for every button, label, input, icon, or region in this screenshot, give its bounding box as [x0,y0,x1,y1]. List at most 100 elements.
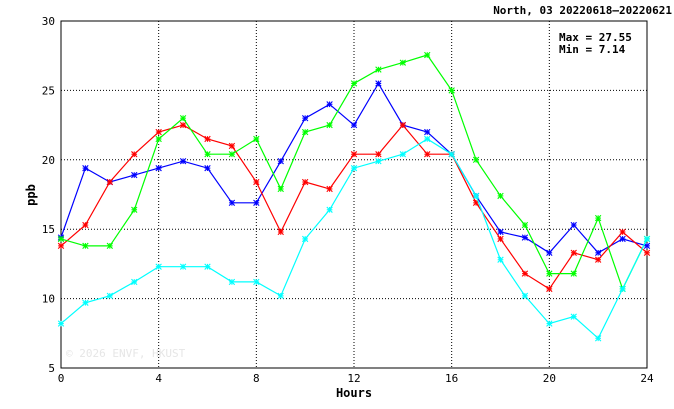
data-point [179,157,187,165]
data-point [253,278,260,286]
data-point [594,214,602,222]
data-point [253,178,260,186]
data-point [57,320,65,327]
y-tick-labels: 5 10 15 20 25 30 [42,15,55,375]
data-point [472,156,480,163]
data-point [594,256,602,263]
data-point [350,164,358,172]
data-point [521,234,529,241]
data-point [228,142,236,150]
data-point [179,121,187,129]
data-point [82,164,89,172]
data-point [424,135,431,143]
series-3 [57,51,651,293]
data-point [301,235,309,243]
data-point [448,151,455,158]
data-point [619,228,626,236]
series-4 [57,135,651,342]
data-point [375,80,382,87]
data-point [155,263,162,270]
data-point [131,171,138,179]
data-point [448,87,455,94]
data-point [228,199,236,207]
data-point [131,278,138,286]
data-point [643,249,651,256]
data-point [375,157,382,165]
data-point [106,178,114,186]
max-label: Max = 27.55 [559,31,632,44]
data-point [106,292,114,300]
data-point [521,270,529,277]
data-point [301,178,309,186]
data-point [326,185,333,193]
data-point [350,151,358,158]
data-point [131,206,138,213]
data-point [399,121,407,129]
data-point [521,292,529,300]
data-point [546,249,553,256]
y-tick-label: 25 [42,84,55,97]
data-point [472,192,480,200]
data-point [570,221,577,229]
data-point [228,151,236,158]
data-point [424,51,431,59]
data-point [204,151,211,158]
data-point [570,249,577,256]
series-2 [57,121,651,293]
data-point [277,228,284,236]
x-tick-label: 20 [543,372,556,385]
watermark: © 2026 ENVF, HKUST [66,347,186,360]
data-point [375,151,382,158]
data-point [497,235,504,243]
data-point [570,313,577,320]
data-point [228,278,236,286]
data-point [643,235,651,243]
data-point [82,221,89,229]
data-point [497,256,504,263]
data-point [277,292,284,300]
data-point [350,121,358,129]
x-tick-label: 12 [347,372,360,385]
data-point [497,228,504,236]
data-point [301,128,309,136]
data-point [326,121,333,129]
data-point [619,285,626,293]
data-point [204,263,211,270]
data-point [472,199,480,207]
data-point [424,151,431,158]
data-point [424,128,431,136]
data-point [277,157,284,165]
x-tick-label: 4 [155,372,162,385]
data-point [546,270,553,277]
data-point [155,135,162,143]
x-tick-label: 16 [445,372,458,385]
data-point [57,235,65,243]
data-point [521,221,529,229]
data-point [399,151,407,158]
min-label: Min = 7.14 [559,43,626,56]
data-point [594,249,602,256]
data-point [570,270,577,277]
x-tick-label: 24 [640,372,654,385]
data-point [82,299,89,306]
y-axis-label: ppb [24,184,38,206]
data-point [497,192,504,200]
data-point [179,114,187,122]
data-point [253,135,260,143]
y-tick-label: 20 [42,154,55,167]
data-point [277,185,284,193]
data-point [546,285,553,293]
y-tick-label: 5 [48,362,55,375]
data-point [82,242,89,250]
data-point [619,235,626,243]
data-point [204,164,211,172]
data-point [106,242,114,250]
data-point [204,135,211,143]
y-tick-label: 15 [42,223,55,236]
series-group [57,51,651,342]
data-point [326,101,333,108]
data-point [399,59,407,66]
data-point [155,128,162,136]
data-point [375,66,382,73]
plot-frame [60,20,648,369]
